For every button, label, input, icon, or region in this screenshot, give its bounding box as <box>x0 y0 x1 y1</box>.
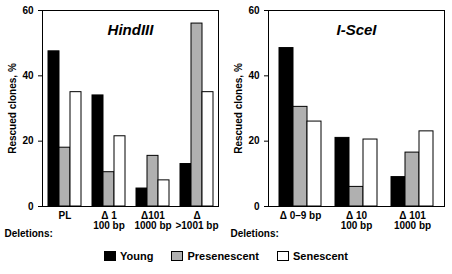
svg-text:Δ>1001 bp: Δ>1001 bp <box>175 210 218 231</box>
svg-text:PL: PL <box>59 210 72 221</box>
svg-text:I-SceI: I-SceI <box>336 21 377 38</box>
svg-text:60: 60 <box>248 5 260 16</box>
svg-text:0: 0 <box>254 201 260 212</box>
svg-text:Δ1011000 bp: Δ1011000 bp <box>134 210 171 231</box>
html-text:Senescent: Senescent <box>293 250 348 262</box>
svg-text:Δ 0–9 bp: Δ 0–9 bp <box>280 210 322 221</box>
svg-text:Rescued clones, %: Rescued clones, % <box>233 63 244 154</box>
html-text:Young: Young <box>120 250 154 262</box>
svg-text:Δ 10100 bp: Δ 10100 bp <box>341 210 373 231</box>
svg-text:Deletions:: Deletions: <box>231 228 279 239</box>
html-text:Presenescent: Presenescent <box>187 250 259 262</box>
svg-text:40: 40 <box>22 70 34 81</box>
svg-text:Rescued clones, %: Rescued clones, % <box>7 63 18 154</box>
svg-text:Δ 1011000 bp: Δ 1011000 bp <box>394 210 431 231</box>
svg-text:60: 60 <box>22 5 34 16</box>
svg-text:0: 0 <box>28 201 34 212</box>
svg-text:Deletions:: Deletions: <box>5 228 53 239</box>
svg-text:Δ 1100 bp: Δ 1100 bp <box>93 210 125 231</box>
svg-text:20: 20 <box>248 135 260 146</box>
svg-text:HindIII: HindIII <box>108 21 155 38</box>
svg-text:20: 20 <box>22 135 34 146</box>
svg-text:40: 40 <box>248 70 260 81</box>
